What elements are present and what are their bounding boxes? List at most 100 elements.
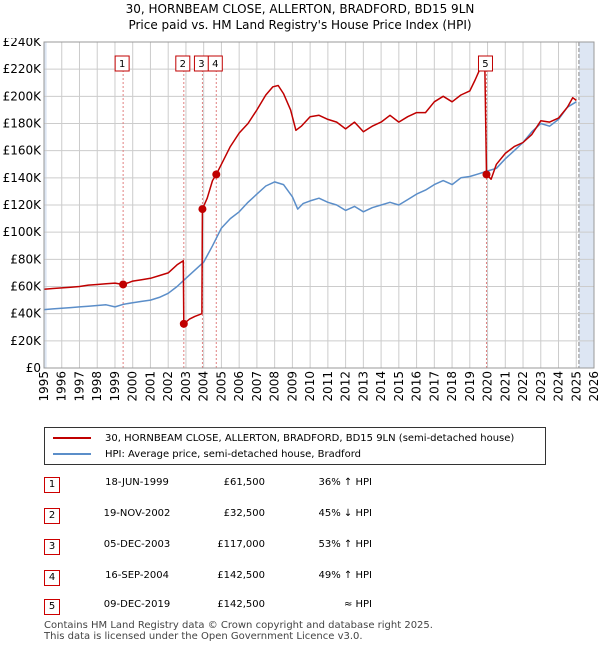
sale-date: 19-NOV-2002: [103, 508, 171, 519]
y-tick-label: £200K: [3, 89, 43, 103]
sale-price: £32,500: [223, 508, 265, 519]
x-tick-label: 1999: [108, 371, 122, 402]
x-tick-label: 2010: [303, 371, 317, 402]
x-tick-label: 2007: [250, 371, 264, 402]
x-tick-label: 2009: [285, 371, 299, 402]
sale-label: 3: [198, 59, 204, 70]
table-row: 1 18-JUN-1999 £61,500 36% ↑ HPI: [0, 474, 600, 494]
footer-copyright: Contains HM Land Registry data © Crown c…: [44, 620, 433, 631]
x-tick-label: 2025: [569, 371, 583, 402]
x-tick-label: 2017: [427, 371, 441, 402]
sale-price: £117,000: [217, 539, 265, 550]
y-tick-label: £20K: [10, 334, 42, 348]
x-tick-label: 2018: [445, 371, 459, 402]
sale-hpi-diff: 49% ↑ HPI: [318, 570, 372, 581]
x-tick-label: 2006: [232, 371, 246, 402]
sale-marker: [198, 205, 207, 214]
y-tick-label: £80K: [10, 252, 42, 266]
sale-price: £142,500: [217, 570, 265, 581]
sale-label-box: [207, 55, 223, 72]
x-tick-label: 1998: [90, 371, 104, 402]
x-tick-label: 2014: [374, 371, 388, 402]
sale-date: 16-SEP-2004: [105, 570, 169, 581]
y-tick-label: £0: [26, 361, 41, 375]
x-tick-label: 2021: [498, 371, 512, 402]
sale-marker: [482, 170, 491, 179]
y-tick-label: £60K: [10, 280, 42, 294]
y-tick-label: £120K: [3, 198, 43, 212]
x-tick-label: 1997: [72, 371, 86, 402]
x-tick-label: 2013: [356, 371, 370, 402]
sale-label-box: [114, 55, 130, 72]
table-row: 2 19-NOV-2002 £32,500 45% ↓ HPI: [0, 505, 600, 525]
legend-swatch-property: [53, 437, 91, 439]
sale-label: 1: [119, 59, 125, 70]
x-tick-label: 2024: [552, 371, 566, 402]
y-tick-label: £100K: [3, 225, 43, 239]
sale-price: £142,500: [217, 599, 265, 610]
sale-price: £61,500: [223, 477, 265, 488]
y-tick-label: £180K: [3, 117, 43, 131]
sale-hpi-diff: 36% ↑ HPI: [318, 477, 372, 488]
axes: £0 £20K £40K £60K £80K £100K £120K £140K £160K £1…: [3, 38, 600, 402]
chart-title-line2: Price paid vs. HM Land Registry's House …: [128, 18, 472, 32]
x-tick-label: 2000: [126, 371, 140, 402]
sale-label-box: [175, 55, 191, 72]
x-tick-label: 2023: [534, 371, 548, 402]
sale-label: 2: [180, 59, 186, 70]
table-row: 4 16-SEP-2004 £142,500 49% ↑ HPI: [0, 567, 600, 587]
legend: 30, HORNBEAM CLOSE, ALLERTON, BRADFORD, …: [44, 427, 546, 465]
footer-licence: This data is licensed under the Open Gov…: [44, 631, 363, 642]
y-tick-label: £140K: [3, 171, 43, 185]
sale-marker: [119, 280, 128, 289]
x-tick-label: 2026: [587, 371, 600, 402]
grid-layer: [43, 41, 595, 369]
sale-label-box: [477, 55, 493, 72]
sale-date: 18-JUN-1999: [105, 477, 169, 488]
x-tick-label: 2015: [392, 371, 406, 402]
sale-number-badge: 4: [44, 570, 60, 586]
y-tick-label: £240K: [3, 38, 43, 49]
x-tick-label: 2012: [339, 371, 353, 402]
x-tick-label: 2011: [321, 371, 335, 402]
sale-hpi-diff: 45% ↓ HPI: [318, 508, 372, 519]
y-tick-label: £40K: [10, 307, 42, 321]
x-tick-label: 2016: [410, 371, 424, 402]
sale-markers: [119, 170, 491, 328]
sale-number-badge: 3: [44, 539, 60, 555]
sale-label: 5: [482, 59, 488, 70]
plot-frame: [43, 41, 595, 369]
sale-number-badge: 5: [44, 599, 60, 615]
x-tick-label: 2002: [161, 371, 175, 402]
x-tick-label: 2020: [481, 371, 495, 402]
sale-hpi-diff: 53% ↑ HPI: [318, 539, 372, 550]
sale-marker: [212, 170, 221, 179]
y-tick-label: £160K: [3, 144, 43, 158]
x-tick-label: 1995: [37, 371, 51, 402]
legend-swatch-hpi: [53, 453, 91, 455]
sale-date: 05-DEC-2003: [103, 539, 171, 550]
table-row: 3 05-DEC-2003 £117,000 53% ↑ HPI: [0, 536, 600, 556]
sale-marker: [179, 319, 188, 328]
table-row: 5 09-DEC-2019 £142,500 ≈ HPI: [0, 596, 600, 616]
sale-number-badge: 1: [44, 477, 60, 493]
x-tick-label: 2001: [143, 371, 157, 402]
sale-label: 4: [212, 59, 218, 70]
x-tick-label: 2005: [214, 371, 228, 402]
x-tick-label: 1996: [55, 371, 69, 402]
x-tick-label: 2019: [463, 371, 477, 402]
legend-label-property: 30, HORNBEAM CLOSE, ALLERTON, BRADFORD, …: [105, 432, 515, 444]
legend-item-property: 30, HORNBEAM CLOSE, ALLERTON, BRADFORD, …: [53, 430, 514, 446]
legend-item-hpi: HPI: Average price, semi-detached house,…: [53, 446, 361, 462]
sale-date: 09-DEC-2019: [103, 599, 171, 610]
y-tick-label: £220K: [3, 62, 43, 76]
x-tick-label: 2003: [179, 371, 193, 402]
x-tick-label: 2008: [268, 371, 282, 402]
sale-number-badge: 2: [44, 508, 60, 524]
sale-hpi-diff: ≈ HPI: [343, 599, 372, 610]
chart-title-line1: 30, HORNBEAM CLOSE, ALLERTON, BRADFORD, …: [125, 2, 475, 16]
sale-vlines: [122, 70, 487, 368]
legend-label-hpi: HPI: Average price, semi-detached house,…: [105, 448, 361, 460]
